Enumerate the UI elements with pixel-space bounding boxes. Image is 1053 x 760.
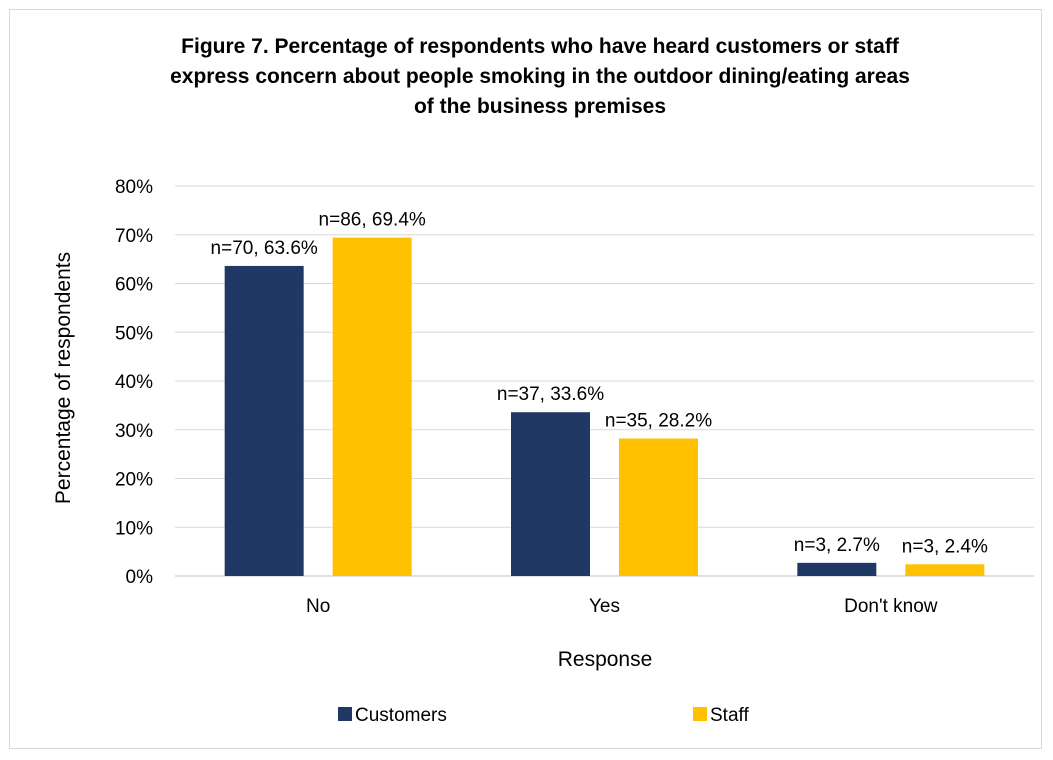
chart-title: Figure 7. Percentage of respondents who …: [60, 32, 1020, 122]
bar-customers-1: [511, 412, 590, 576]
data-label-customers-0: n=70, 63.6%: [211, 238, 318, 259]
y-tick-label: 60%: [115, 275, 153, 296]
data-label-staff-2: n=3, 2.4%: [902, 536, 988, 557]
data-label-customers-1: n=37, 33.6%: [497, 384, 604, 405]
y-tick-label: 80%: [115, 177, 153, 198]
y-tick-label: 30%: [115, 421, 153, 442]
bar-staff-2: [905, 564, 985, 576]
chart-title-line-1: Figure 7. Percentage of respondents who …: [181, 35, 899, 58]
y-tick-label: 0%: [126, 567, 154, 588]
legend-swatch-customers: [338, 707, 352, 721]
y-tick-label: 50%: [115, 323, 153, 344]
chart-frame: [9, 9, 1042, 749]
bar-staff-0: [332, 237, 412, 577]
y-tick-label: 40%: [115, 372, 153, 393]
x-axis-categories: No Yes Don't know: [306, 596, 938, 617]
legend-label-customers: Customers: [355, 705, 447, 726]
y-tick-label: 10%: [115, 518, 153, 539]
legend: Customers Staff: [338, 705, 749, 726]
data-label-staff-0: n=86, 69.4%: [319, 210, 426, 231]
category-label: No: [306, 596, 330, 617]
data-labels: n=70, 63.6%n=86, 69.4% n=37, 33.6%n=35, 2…: [211, 210, 988, 558]
data-label-staff-1: n=35, 28.2%: [605, 411, 712, 432]
category-label: Yes: [589, 596, 620, 617]
gridlines: [175, 185, 1034, 577]
legend-label-staff: Staff: [710, 705, 749, 726]
chart-title-line-3: of the business premises: [413, 95, 667, 118]
bar-staff-1: [619, 438, 698, 576]
chart-title-line-2: express concern about people smoking in …: [170, 65, 910, 88]
y-axis-label: Percentage of respondents: [52, 252, 75, 504]
y-tick-label: 70%: [115, 226, 153, 247]
bar-customers-0: [224, 265, 304, 576]
data-label-customers-2: n=3, 2.7%: [794, 535, 880, 556]
x-axis-label: Response: [558, 648, 653, 671]
bar-customers-2: [797, 562, 877, 576]
legend-swatch-staff: [693, 707, 707, 721]
y-tick-label: 20%: [115, 470, 153, 491]
category-label: Don't know: [844, 596, 938, 617]
y-axis-ticks: 0% 10% 20% 30% 40% 50% 60% 70% 80%: [115, 177, 153, 588]
bars: [224, 237, 985, 577]
